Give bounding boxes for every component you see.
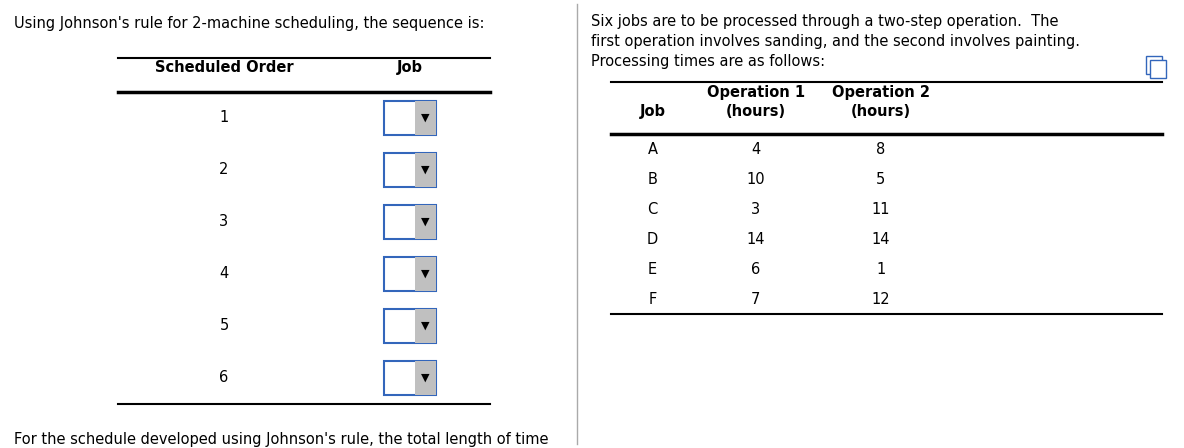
Text: 12: 12 — [871, 292, 890, 306]
Text: Operation 2: Operation 2 — [831, 85, 929, 100]
Text: C: C — [648, 202, 658, 216]
Text: 4: 4 — [219, 267, 229, 281]
Text: ▼: ▼ — [422, 113, 430, 123]
FancyBboxPatch shape — [384, 361, 436, 395]
Text: Processing times are as follows:: Processing times are as follows: — [591, 54, 825, 69]
Text: Scheduled Order: Scheduled Order — [155, 60, 294, 75]
Text: ▼: ▼ — [422, 217, 430, 227]
FancyBboxPatch shape — [384, 309, 436, 343]
FancyBboxPatch shape — [384, 205, 436, 239]
Text: ▼: ▼ — [422, 373, 430, 383]
FancyBboxPatch shape — [1150, 60, 1166, 78]
FancyBboxPatch shape — [416, 361, 436, 395]
Text: F: F — [649, 292, 657, 306]
Text: 7: 7 — [751, 292, 760, 306]
Text: 14: 14 — [871, 232, 890, 246]
Text: Using Johnson's rule for 2-machine scheduling, the sequence is:: Using Johnson's rule for 2-machine sched… — [14, 16, 484, 31]
Text: B: B — [648, 172, 657, 186]
Text: 10: 10 — [746, 172, 765, 186]
FancyBboxPatch shape — [384, 101, 436, 135]
FancyBboxPatch shape — [416, 309, 436, 343]
Text: 5: 5 — [219, 319, 229, 333]
FancyBboxPatch shape — [384, 153, 436, 187]
Text: Job: Job — [639, 104, 665, 119]
Text: 14: 14 — [746, 232, 765, 246]
Text: 1: 1 — [876, 262, 886, 276]
Text: 5: 5 — [876, 172, 886, 186]
Text: Six jobs are to be processed through a two-step operation.  The: Six jobs are to be processed through a t… — [591, 14, 1058, 29]
Text: ▼: ▼ — [422, 321, 430, 331]
Text: (hours): (hours) — [850, 104, 910, 119]
Text: Operation 1: Operation 1 — [707, 85, 805, 100]
Text: 3: 3 — [751, 202, 760, 216]
Text: 1: 1 — [219, 111, 229, 125]
FancyBboxPatch shape — [416, 257, 436, 291]
FancyBboxPatch shape — [1146, 56, 1162, 74]
Text: 11: 11 — [871, 202, 890, 216]
Text: 6: 6 — [219, 370, 229, 385]
Text: ▼: ▼ — [422, 269, 430, 279]
Text: 2: 2 — [219, 163, 229, 177]
Text: A: A — [648, 142, 657, 156]
Text: 6: 6 — [751, 262, 760, 276]
Text: D: D — [646, 232, 658, 246]
FancyBboxPatch shape — [416, 153, 436, 187]
Text: Job: Job — [397, 60, 423, 75]
Text: ▼: ▼ — [422, 165, 430, 175]
Text: first operation involves sanding, and the second involves painting.: first operation involves sanding, and th… — [591, 34, 1080, 49]
Text: 4: 4 — [751, 142, 760, 156]
Text: For the schedule developed using Johnson's rule, the total length of time: For the schedule developed using Johnson… — [14, 432, 548, 447]
Text: 3: 3 — [219, 215, 229, 229]
Text: (hours): (hours) — [726, 104, 786, 119]
Text: E: E — [648, 262, 657, 276]
Text: 8: 8 — [876, 142, 886, 156]
FancyBboxPatch shape — [384, 257, 436, 291]
FancyBboxPatch shape — [416, 101, 436, 135]
FancyBboxPatch shape — [416, 205, 436, 239]
